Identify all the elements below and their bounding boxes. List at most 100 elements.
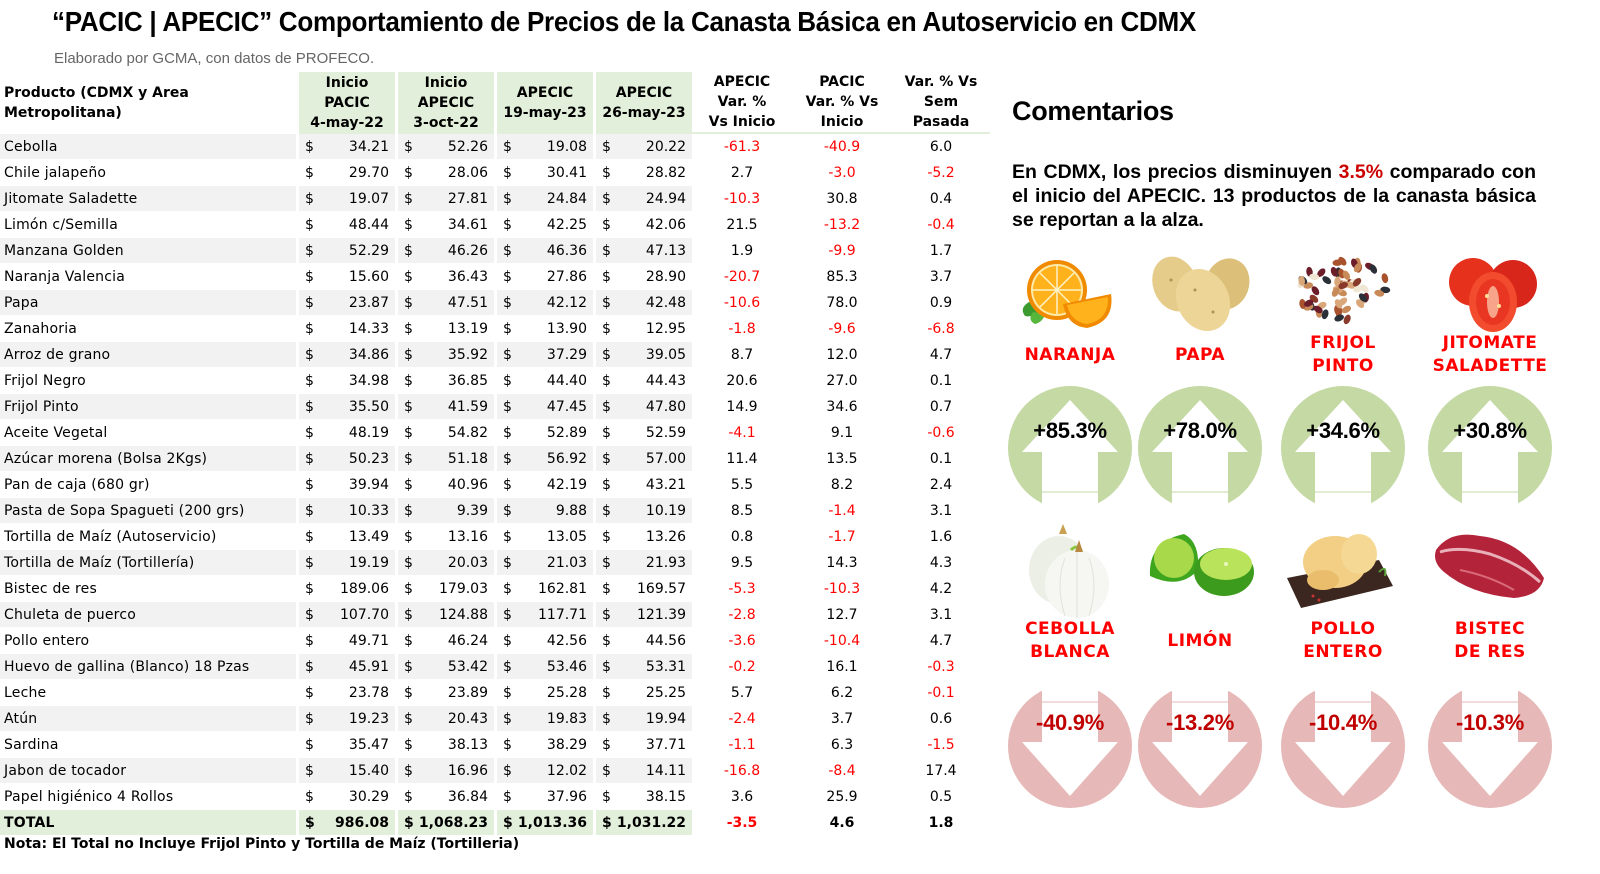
price-inicio-pacic: $49.71 [296,628,395,654]
page-subtitle: Elaborado por GCMA, con datos de PROFECO… [54,50,375,67]
var-semana-pasada: -1.5 [892,732,990,758]
table-row: Naranja Valencia $15.60 $36.43 $27.86 $28.90… [0,264,990,290]
highlight-card-down: BISTEC DE RES -10.3% [1420,520,1560,808]
currency-symbol: $ [305,346,314,363]
product-label: CEBOLLA BLANCA [1025,619,1115,662]
var-pacic-inicio: -1.7 [792,524,892,550]
var-semana-pasada: -0.6 [892,420,990,446]
cell-value: 12.95 [645,320,686,337]
table-row: Aceite Vegetal $48.19 $54.82 $52.89 $52.59 -4… [0,420,990,446]
price-inicio-apecic: $20.03 [395,550,494,576]
comments-highlight-value: 3.5% [1338,161,1384,183]
var-apecic-inicio: 20.6 [692,368,792,394]
price-inicio-apecic: $51.18 [395,446,494,472]
currency-symbol: $ [404,762,413,779]
currency-symbol: $ [503,762,512,779]
var-pacic-inicio: 27.0 [792,368,892,394]
currency-symbol: $ [602,502,611,519]
currency-symbol: $ [305,164,314,181]
var-semana-pasada: 3.1 [892,602,990,628]
currency-symbol: $ [503,736,512,753]
cell-value: 42.12 [546,294,587,311]
var-semana-pasada: 0.9 [892,290,990,316]
cell-value: 52.29 [348,242,389,259]
cell-value: 162.81 [538,580,587,597]
table-row: Zanahoria $14.33 $13.19 $13.90 $12.95 -1.8 -9.… [0,316,990,342]
currency-symbol: $ [305,736,314,753]
cell-value: 40.96 [447,476,488,493]
currency-symbol: $ [503,398,512,415]
var-semana-pasada: 4.7 [892,342,990,368]
product-label: LIMÓN [1167,631,1233,651]
currency-symbol: $ [305,554,314,571]
cell-value: 23.87 [348,294,389,311]
currency-symbol: $ [404,476,413,493]
currency-symbol: $ [404,736,413,753]
price-inicio-apecic: $52.26 [395,134,494,160]
product-name: Papel higiénico 4 Rollos [0,784,296,810]
var-semana-pasada: -5.2 [892,160,990,186]
price-19-may-23: $162.81 [494,576,593,602]
currency-symbol: $ [305,814,315,831]
product-label: FRIJOL PINTO [1310,333,1376,376]
cell-value: 47.51 [447,294,488,311]
table-row: Frijol Negro $34.98 $36.85 $44.40 $44.43 20.6… [0,368,990,394]
price-26-may-23: $10.19 [593,498,692,524]
price-19-may-23: $42.25 [494,212,593,238]
currency-symbol: $ [305,580,314,597]
currency-symbol: $ [404,372,413,389]
var-apecic-inicio: -5.3 [692,576,792,602]
cell-value: 47.45 [546,398,587,415]
price-inicio-pacic: $34.86 [296,342,395,368]
highlight-card-up: PAPA +78.0% [1130,250,1270,510]
var-semana-pasada: 0.1 [892,446,990,472]
table-note: Nota: El Total no Incluye Frijol Pinto y… [4,836,520,852]
var-pacic-inicio: 14.3 [792,550,892,576]
var-semana-pasada: 4.2 [892,576,990,602]
cell-value: 27.86 [546,268,587,285]
price-19-may-23: $42.19 [494,472,593,498]
price-inicio-pacic: $50.23 [296,446,395,472]
currency-symbol: $ [602,814,612,831]
price-inicio-pacic: $107.70 [296,602,395,628]
table-row: Pollo entero $49.71 $46.24 $42.56 $44.56 -3.6… [0,628,990,654]
currency-symbol: $ [305,710,314,727]
var-pacic-inicio: 6.3 [792,732,892,758]
column-header-var-pacic: PACIC Var. % Vs Inicio [792,72,892,134]
var-semana-pasada: 6.0 [892,134,990,160]
table-row: Atún $19.23 $20.43 $19.83 $19.94 -2.4 3.7 0.6 [0,706,990,732]
cell-value: 15.40 [348,762,389,779]
arrow-up-icon [1138,386,1262,510]
price-26-may-23: $57.00 [593,446,692,472]
table-row: Tortilla de Maíz (Tortillería) $19.19 $20.… [0,550,990,576]
orange-icon [1000,250,1140,334]
chicken-icon [1273,520,1413,620]
product-name: Zanahoria [0,316,296,342]
highlight-card-down: LIMÓN -13.2% [1130,520,1270,808]
price-19-may-23: $13.90 [494,316,593,342]
price-inicio-apecic: $54.82 [395,420,494,446]
price-26-may-23: $19.94 [593,706,692,732]
currency-symbol: $ [503,502,512,519]
currency-symbol: $ [503,632,512,649]
cell-value: 20.22 [645,138,686,155]
currency-symbol: $ [503,138,512,155]
product-label: BISTEC DE RES [1454,619,1526,662]
currency-symbol: $ [404,528,413,545]
currency-symbol: $ [404,398,413,415]
currency-symbol: $ [305,788,314,805]
cell-value: 27.81 [447,190,488,207]
column-header-var-apecic: APECIC Var. % Vs Inicio [692,72,792,134]
cell-value: 34.86 [348,346,389,363]
onion-icon [1000,520,1140,620]
cell-value: 19.83 [546,710,587,727]
cell-value: 42.56 [546,632,587,649]
price-inicio-apecic: $124.88 [395,602,494,628]
cell-value: 52.89 [546,424,587,441]
var-apecic-inicio: -10.6 [692,290,792,316]
var-semana-pasada: 1.7 [892,238,990,264]
column-header-apecic-19-may: APECIC 19-may-23 [494,72,593,134]
price-inicio-pacic: $48.44 [296,212,395,238]
cell-value: 51.18 [447,450,488,467]
cell-value: 13.26 [645,528,686,545]
